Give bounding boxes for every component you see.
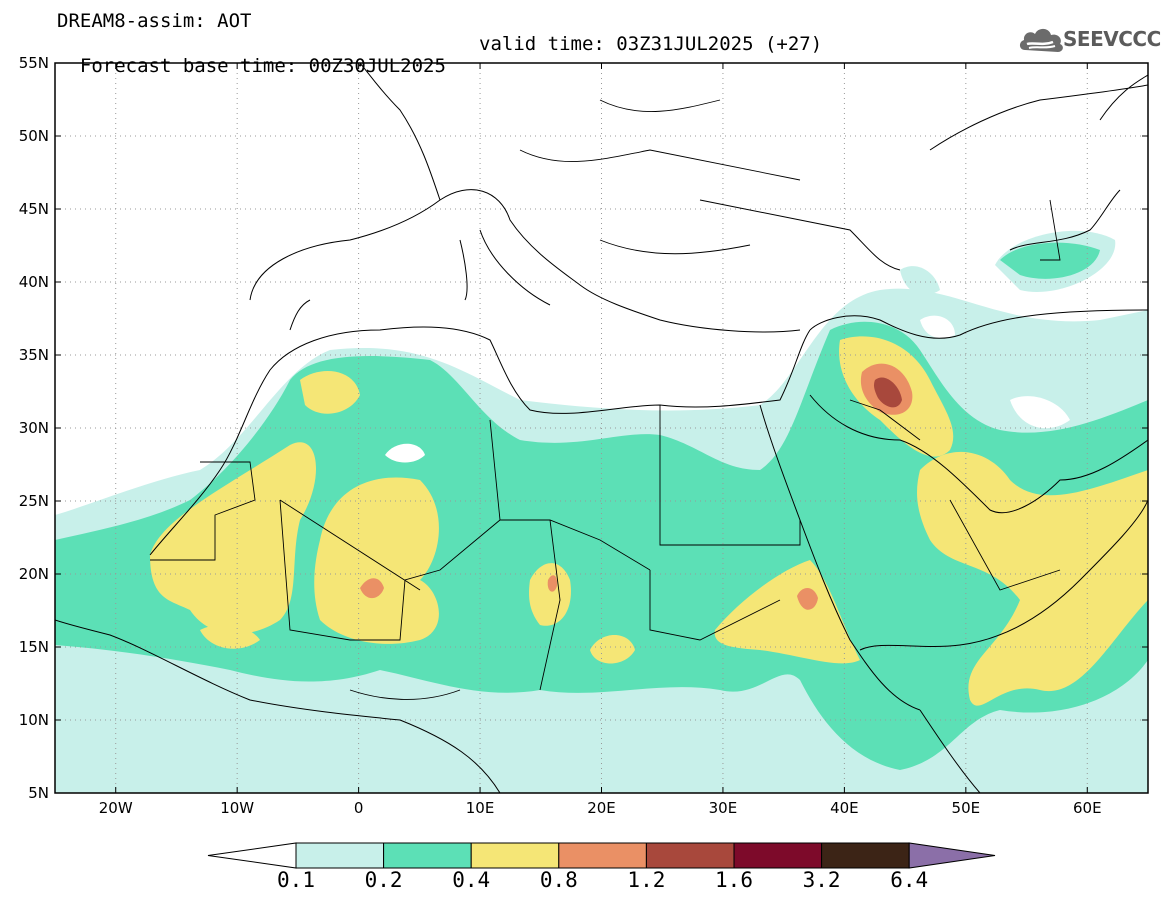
aot-level-1.2	[874, 377, 902, 408]
lon-label: 40E	[830, 799, 859, 817]
colorbar-segment	[470, 842, 560, 869]
colorbar-label: 0.1	[277, 868, 315, 892]
lat-label: 5N	[28, 784, 49, 802]
latitude-labels: 55N 50N 45N 40N 35N 30N 25N 20N 15N 10N 5N	[19, 54, 1148, 802]
lat-label: 45N	[19, 200, 49, 218]
lat-label: 40N	[19, 273, 49, 291]
lat-label: 15N	[19, 638, 49, 656]
colorbar-label: 0.8	[539, 868, 578, 892]
colorbar-label: 0.2	[364, 868, 403, 892]
seevccc-logo: SEEVCCC	[1017, 22, 1161, 56]
country-borders	[150, 99, 1061, 700]
colorbar-label: 1.2	[627, 868, 666, 892]
time-info: Forecast base time: 00Z30JUL2025 valid t…	[57, 33, 822, 99]
lat-label: 20N	[19, 565, 49, 583]
valid-time-label: valid time: 03Z31JUL2025 (+27)	[479, 33, 823, 55]
lon-label: 20W	[99, 799, 133, 817]
lon-label: 10E	[466, 799, 495, 817]
logo-text: SEEVCCC	[1063, 27, 1161, 51]
colorbar-segment	[383, 842, 472, 869]
lat-label: 10N	[19, 711, 49, 729]
lon-label: 10W	[220, 799, 254, 817]
colorbar-segment	[645, 842, 735, 869]
lat-label: 55N	[19, 54, 49, 72]
cloud-logo-icon	[1019, 28, 1063, 52]
colorbar-segment	[558, 842, 647, 869]
lon-label: 20E	[587, 799, 616, 817]
lon-label: 60E	[1073, 799, 1102, 817]
lat-label: 30N	[19, 419, 49, 437]
colorbar-label: 3.2	[802, 868, 841, 892]
colorbar-label: 6.4	[890, 868, 929, 892]
product-title: DREAM8-assim: AOT	[57, 10, 252, 32]
colorbar-label: 0.4	[452, 868, 491, 892]
lat-label: 25N	[19, 492, 49, 510]
lon-label: 50E	[952, 799, 981, 817]
lat-lon-grid	[55, 63, 1148, 793]
colorbar-segment	[733, 842, 823, 869]
colorbar-under-arrow	[207, 842, 297, 869]
lat-label: 35N	[19, 346, 49, 364]
colorbar-segment	[821, 842, 910, 869]
colorbar-segment	[295, 842, 385, 869]
lon-label: 30E	[709, 799, 738, 817]
colorbar-over-arrow	[908, 842, 996, 869]
lon-label: 0	[354, 799, 364, 817]
coastlines	[55, 63, 1148, 793]
base-time-label: Forecast base time: 00Z30JUL2025	[79, 55, 446, 77]
colorbar-label: 1.6	[715, 868, 753, 892]
clear-patches	[385, 315, 1070, 463]
colorbar	[207, 842, 996, 869]
longitude-labels: 20W 10W 0 10E 20E 30E 40E 50E 60E	[99, 63, 1102, 817]
aot-level-0.2	[55, 242, 1148, 770]
lat-label: 50N	[19, 127, 49, 145]
